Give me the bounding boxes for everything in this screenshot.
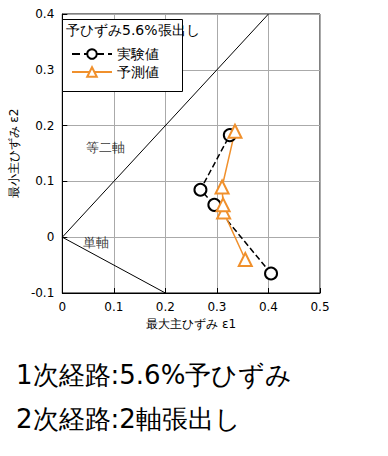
svg-text:0: 0	[58, 300, 66, 314]
svg-text:0.4: 0.4	[35, 7, 54, 21]
svg-text:0.3: 0.3	[35, 63, 54, 77]
svg-text:予ひずみ5.6%張出し: 予ひずみ5.6%張出し	[66, 22, 200, 38]
svg-text:0: 0	[47, 230, 55, 244]
svg-text:0.3: 0.3	[207, 300, 226, 314]
svg-text:2次経路:2軸張出し: 2次経路:2軸張出し	[16, 404, 241, 434]
svg-text:1次経路:5.6%予ひずみ: 1次経路:5.6%予ひずみ	[16, 360, 292, 390]
svg-text:0.4: 0.4	[259, 300, 278, 314]
svg-text:-0.1: -0.1	[31, 286, 54, 300]
svg-text:単軸: 単軸	[83, 235, 109, 250]
svg-text:0.2: 0.2	[35, 119, 54, 133]
svg-text:等二軸: 等二軸	[86, 140, 125, 155]
svg-text:最大主ひずみ ε1: 最大主ひずみ ε1	[146, 317, 236, 331]
svg-text:0.1: 0.1	[104, 300, 123, 314]
svg-text:0.5: 0.5	[310, 300, 329, 314]
svg-text:予測値: 予測値	[117, 64, 159, 80]
svg-text:最小主ひずみ ε2: 最小主ひずみ ε2	[7, 109, 21, 199]
svg-text:実験値: 実験値	[117, 46, 159, 62]
svg-text:0.2: 0.2	[156, 300, 175, 314]
svg-text:0.1: 0.1	[35, 174, 54, 188]
